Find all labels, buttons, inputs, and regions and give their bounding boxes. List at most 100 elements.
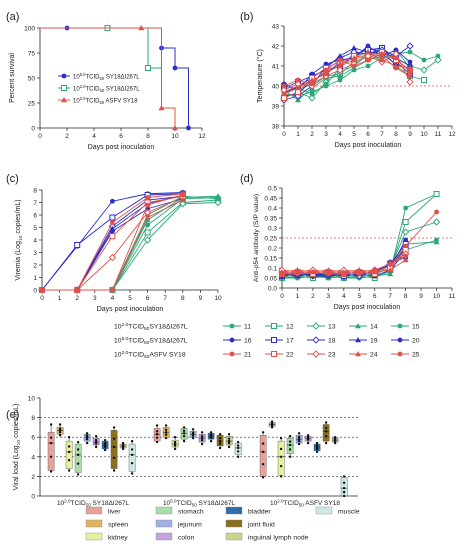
group-legend-marker <box>271 337 277 343</box>
x-tick-label: 6 <box>373 293 377 300</box>
y-tick-label: 39 <box>272 104 280 111</box>
box-dot <box>94 438 98 442</box>
temperature-point <box>351 55 357 61</box>
group-legend-marker <box>229 351 235 357</box>
y-tick-label: 0.1 <box>268 266 277 273</box>
box-dot <box>85 437 89 441</box>
box-dot <box>218 446 222 450</box>
box-dot <box>182 429 186 433</box>
temperature-point <box>435 53 441 59</box>
box-dot <box>130 461 134 465</box>
viremia-point <box>180 192 186 198</box>
box-dot <box>155 433 159 436</box>
legend-marker <box>61 73 67 79</box>
tissue-legend: liver spleen kidney stomach jejunum colon blad… <box>85 506 360 542</box>
tissue-label: jejunum <box>177 522 202 529</box>
antibody-point <box>403 253 409 259</box>
box-dot <box>297 437 301 441</box>
y-tick-label: 0.5 <box>268 186 277 193</box>
antibody-point <box>356 269 362 275</box>
x-tick-label: 3 <box>324 131 328 138</box>
temperature-point <box>406 42 414 50</box>
temperature-line <box>283 51 411 95</box>
box-dot <box>209 439 213 443</box>
box-dot <box>191 436 195 440</box>
box-dot <box>200 438 204 442</box>
survival-marker <box>138 25 145 31</box>
box-dot <box>200 442 204 446</box>
y-tick-label: 43 <box>272 24 280 31</box>
viremia-line <box>42 194 183 291</box>
x-tick-label: 5 <box>128 295 132 302</box>
tissue-label: liver <box>108 509 121 516</box>
box-dot <box>103 441 107 445</box>
antibody-point <box>387 261 393 267</box>
viremia-line <box>42 194 183 291</box>
survival-step-marker <box>172 65 178 71</box>
y-tick-label: 25 <box>28 101 36 108</box>
group-legend-id: 21 <box>244 352 252 359</box>
x-tick-label: 2 <box>65 133 69 140</box>
box-dot <box>173 436 177 439</box>
x-tick-label: 8 <box>404 293 408 300</box>
antibody-point <box>295 271 300 277</box>
box-dot <box>85 441 89 445</box>
x-tick-label: 3 <box>327 293 331 300</box>
box-dot <box>261 476 265 479</box>
viremia-point <box>74 287 80 293</box>
box-dot <box>164 433 168 436</box>
viremia-point <box>110 220 115 225</box>
x-tick-label: 3 <box>93 295 97 302</box>
temperature-point <box>421 77 427 83</box>
y-tick-label: 0.45 <box>264 196 277 203</box>
temperature-point <box>407 69 413 75</box>
box-dot <box>49 441 53 445</box>
x-tick-label: 7 <box>163 295 167 302</box>
box-dot <box>58 423 62 426</box>
box-dot <box>103 443 107 447</box>
box-dot <box>227 441 231 445</box>
box-dot <box>288 455 292 458</box>
box-dot <box>315 441 319 445</box>
box-dot <box>200 435 204 438</box>
viremia-point <box>110 198 115 204</box>
y-tick-label: 0 <box>33 288 37 295</box>
x-tick-label: 8 <box>394 131 398 138</box>
temperature-point <box>434 56 442 64</box>
y-tick-label: 38 <box>272 124 280 131</box>
viremia-point <box>143 236 152 244</box>
box-dot <box>342 475 346 478</box>
survival-curve <box>40 27 162 69</box>
viremia-point <box>179 197 186 203</box>
viremia-point <box>145 202 151 208</box>
temperature-point <box>337 53 343 59</box>
box-dot <box>49 455 53 458</box>
box-dot <box>67 459 71 462</box>
box-dot <box>76 440 80 444</box>
temperature-point <box>393 63 399 69</box>
x-tick-label: 4 <box>342 293 346 300</box>
x-tick-label: 9 <box>199 295 203 302</box>
box-body <box>322 424 330 442</box>
group-legend-id: 15 <box>412 324 420 331</box>
box-dot <box>76 448 80 451</box>
viremia-point <box>214 198 222 207</box>
x-tick-label: 2 <box>310 131 314 138</box>
temperature-point <box>337 73 343 79</box>
antibody-line <box>281 193 437 279</box>
y-tick-label: 42 <box>272 44 280 51</box>
y-tick-label: 0.0 <box>268 286 277 293</box>
y-tick-label: 40 <box>272 84 280 91</box>
box-dot <box>94 435 98 438</box>
box-dot <box>324 435 328 438</box>
viremia-point <box>110 287 115 293</box>
x-tick-label: 5 <box>352 131 356 138</box>
y-tick-label: 75 <box>28 51 36 58</box>
box-dot <box>67 450 71 454</box>
box-dot <box>209 436 213 439</box>
viremia-point <box>144 214 151 220</box>
x-tick-label: 4 <box>111 295 115 302</box>
group-legend-label: 105.0TCID50SY18ΔI267L <box>114 336 188 346</box>
group-legend-id: 14 <box>370 324 378 331</box>
box-dot <box>324 421 328 424</box>
